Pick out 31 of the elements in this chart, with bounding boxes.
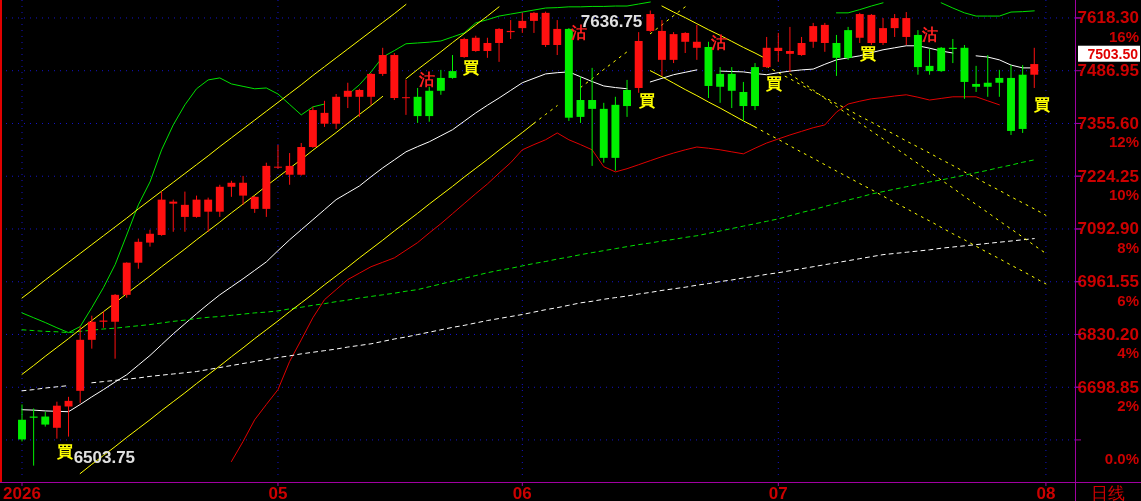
y2-tick-label: 6% [1117,291,1139,309]
y2-tick-label: 8% [1117,238,1139,256]
x-tick-label: 2026 [3,484,41,501]
annotation: 買 [637,91,655,109]
y-tick-label: 7092.90 [1077,219,1139,239]
y-tick-label: 6830.20 [1077,325,1139,345]
annotation: 買 [764,74,782,92]
y2-tick-label: 2% [1117,397,1139,415]
y2-tick-label: 12% [1108,133,1139,151]
y-tick-label: 6698.85 [1077,377,1139,397]
y-tick-label: 7486.95 [1077,61,1139,81]
y2-tick-label: 0.0% [1104,449,1139,467]
y-tick-label: 7355.60 [1077,113,1139,133]
x-tick-label: 07 [768,484,788,501]
y-tick-label: 7618.30 [1077,8,1139,28]
annotation: 沽 [920,26,938,44]
annotation: 買 [56,443,74,461]
x-tick-label: 08 [1036,484,1056,501]
annotation: 沽 [709,34,727,52]
y-tick-label: 6961.55 [1077,272,1139,292]
annotation: 買 [1033,96,1051,114]
y-tick-label: 7224.25 [1077,166,1139,186]
y2-tick-label: 16% [1108,27,1139,45]
text: 7503.50 [1087,45,1139,62]
annotation: 買 [462,59,480,77]
y2-tick-label: 10% [1108,186,1139,204]
annotation: 沽 [417,70,435,88]
x-tick-label: 06 [512,484,532,501]
x-tick-label: 05 [268,484,288,501]
text: 日线 [1091,484,1125,501]
y2-tick-label: 4% [1117,344,1139,362]
